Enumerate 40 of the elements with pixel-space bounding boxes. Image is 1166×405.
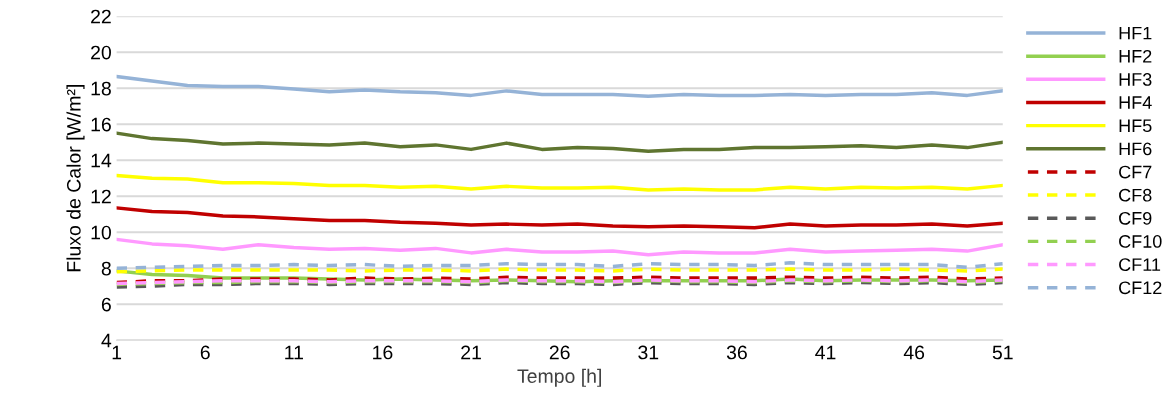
y-axis-title: Fluxo de Calor [W/m²] bbox=[66, 85, 85, 272]
y-tick-label: 6 bbox=[101, 297, 111, 312]
x-tick-label: 51 bbox=[992, 345, 1013, 360]
legend-label: CF9 bbox=[1119, 211, 1152, 225]
legend-label: CF11 bbox=[1119, 258, 1161, 272]
x-tick-label: 16 bbox=[373, 345, 393, 360]
legend-label: CF10 bbox=[1119, 235, 1162, 248]
x-tick-label: 1 bbox=[112, 345, 122, 360]
line-series bbox=[116, 131, 1003, 153]
y-tick-label: 12 bbox=[91, 189, 111, 204]
x-tick-label: 46 bbox=[903, 345, 925, 360]
y-tick-label: 4 bbox=[101, 333, 112, 348]
line-series bbox=[116, 237, 1003, 257]
x-tick-label: 6 bbox=[200, 345, 210, 360]
legend-label: HF3 bbox=[1119, 73, 1152, 86]
y-tick-label: 16 bbox=[91, 117, 111, 132]
x-tick-label: 11 bbox=[285, 345, 303, 360]
legend-label: CF12 bbox=[1119, 281, 1162, 295]
line-series bbox=[116, 74, 1003, 99]
y-tick-label: 22 bbox=[91, 9, 111, 24]
legend-label: CF7 bbox=[1119, 165, 1152, 179]
line-series bbox=[116, 173, 1003, 192]
legend-label: HF1 bbox=[1119, 26, 1152, 40]
y-tick-label: 20 bbox=[91, 45, 111, 60]
legend-label: CF8 bbox=[1119, 188, 1152, 202]
x-tick-label: 41 bbox=[815, 345, 836, 360]
x-tick-label: 36 bbox=[726, 345, 747, 360]
legend-label: HF5 bbox=[1119, 119, 1152, 133]
line-series bbox=[116, 206, 1003, 230]
x-tick-label: 26 bbox=[549, 345, 570, 360]
y-tick-label: 8 bbox=[101, 261, 111, 276]
legend-label: HF6 bbox=[1119, 142, 1152, 156]
y-tick-label: 14 bbox=[91, 153, 112, 168]
y-tick-label: 10 bbox=[91, 225, 111, 240]
legend-label: HF2 bbox=[1119, 49, 1152, 63]
y-tick-label: 18 bbox=[91, 81, 111, 96]
legend-label: HF4 bbox=[1119, 96, 1152, 109]
x-axis-title: Tempo [h] bbox=[517, 368, 601, 387]
x-tick-label: 21 bbox=[461, 345, 481, 360]
x-tick-label: 31 bbox=[638, 345, 659, 360]
